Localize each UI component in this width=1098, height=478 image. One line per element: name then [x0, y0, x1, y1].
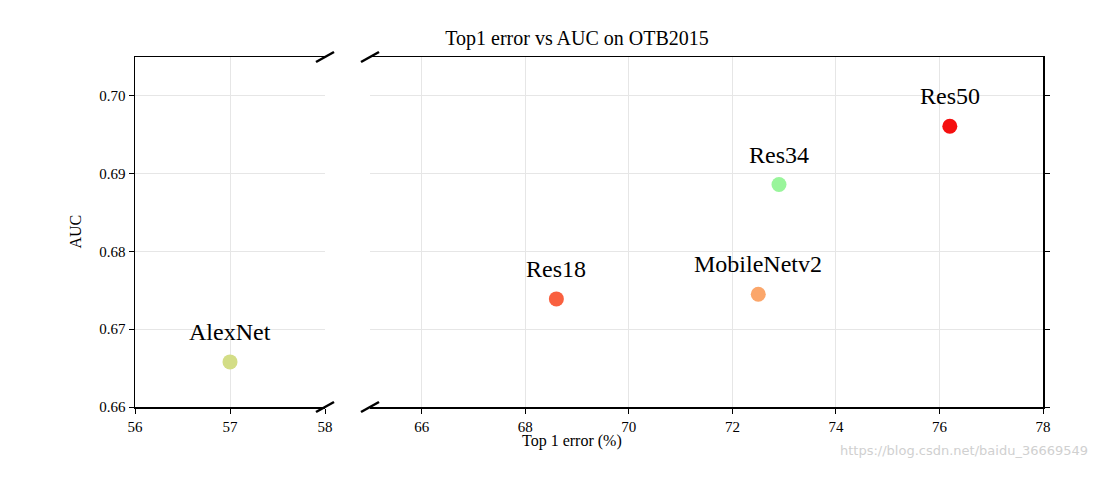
svg-text:Top 1 error (%): Top 1 error (%) — [522, 432, 622, 450]
svg-text:56: 56 — [128, 419, 144, 435]
svg-text:66: 66 — [414, 419, 430, 435]
svg-text:AlexNet: AlexNet — [189, 319, 271, 345]
svg-text:Res18: Res18 — [526, 256, 586, 282]
svg-text:68: 68 — [518, 419, 533, 435]
svg-text:72: 72 — [725, 419, 740, 435]
svg-text:57: 57 — [223, 419, 239, 435]
svg-text:Top1 error vs AUC on OTB2015: Top1 error vs AUC on OTB2015 — [445, 27, 709, 50]
svg-text:0.67: 0.67 — [99, 321, 126, 337]
svg-text:74: 74 — [828, 419, 844, 435]
svg-text:76: 76 — [932, 419, 948, 435]
svg-text:Res34: Res34 — [749, 142, 809, 168]
svg-text:Res50: Res50 — [920, 83, 980, 109]
svg-text:0.69: 0.69 — [99, 166, 125, 182]
svg-text:58: 58 — [318, 419, 333, 435]
svg-text:0.66: 0.66 — [99, 399, 126, 415]
svg-text:0.70: 0.70 — [99, 88, 125, 104]
svg-text:70: 70 — [621, 419, 636, 435]
svg-text:0.68: 0.68 — [99, 244, 125, 260]
svg-text:78: 78 — [1036, 419, 1051, 435]
svg-text:https://blog.csdn.net/baidu_36: https://blog.csdn.net/baidu_36669549 — [840, 443, 1088, 458]
svg-text:MobileNetv2: MobileNetv2 — [694, 251, 822, 277]
svg-text:AUC: AUC — [67, 215, 84, 249]
